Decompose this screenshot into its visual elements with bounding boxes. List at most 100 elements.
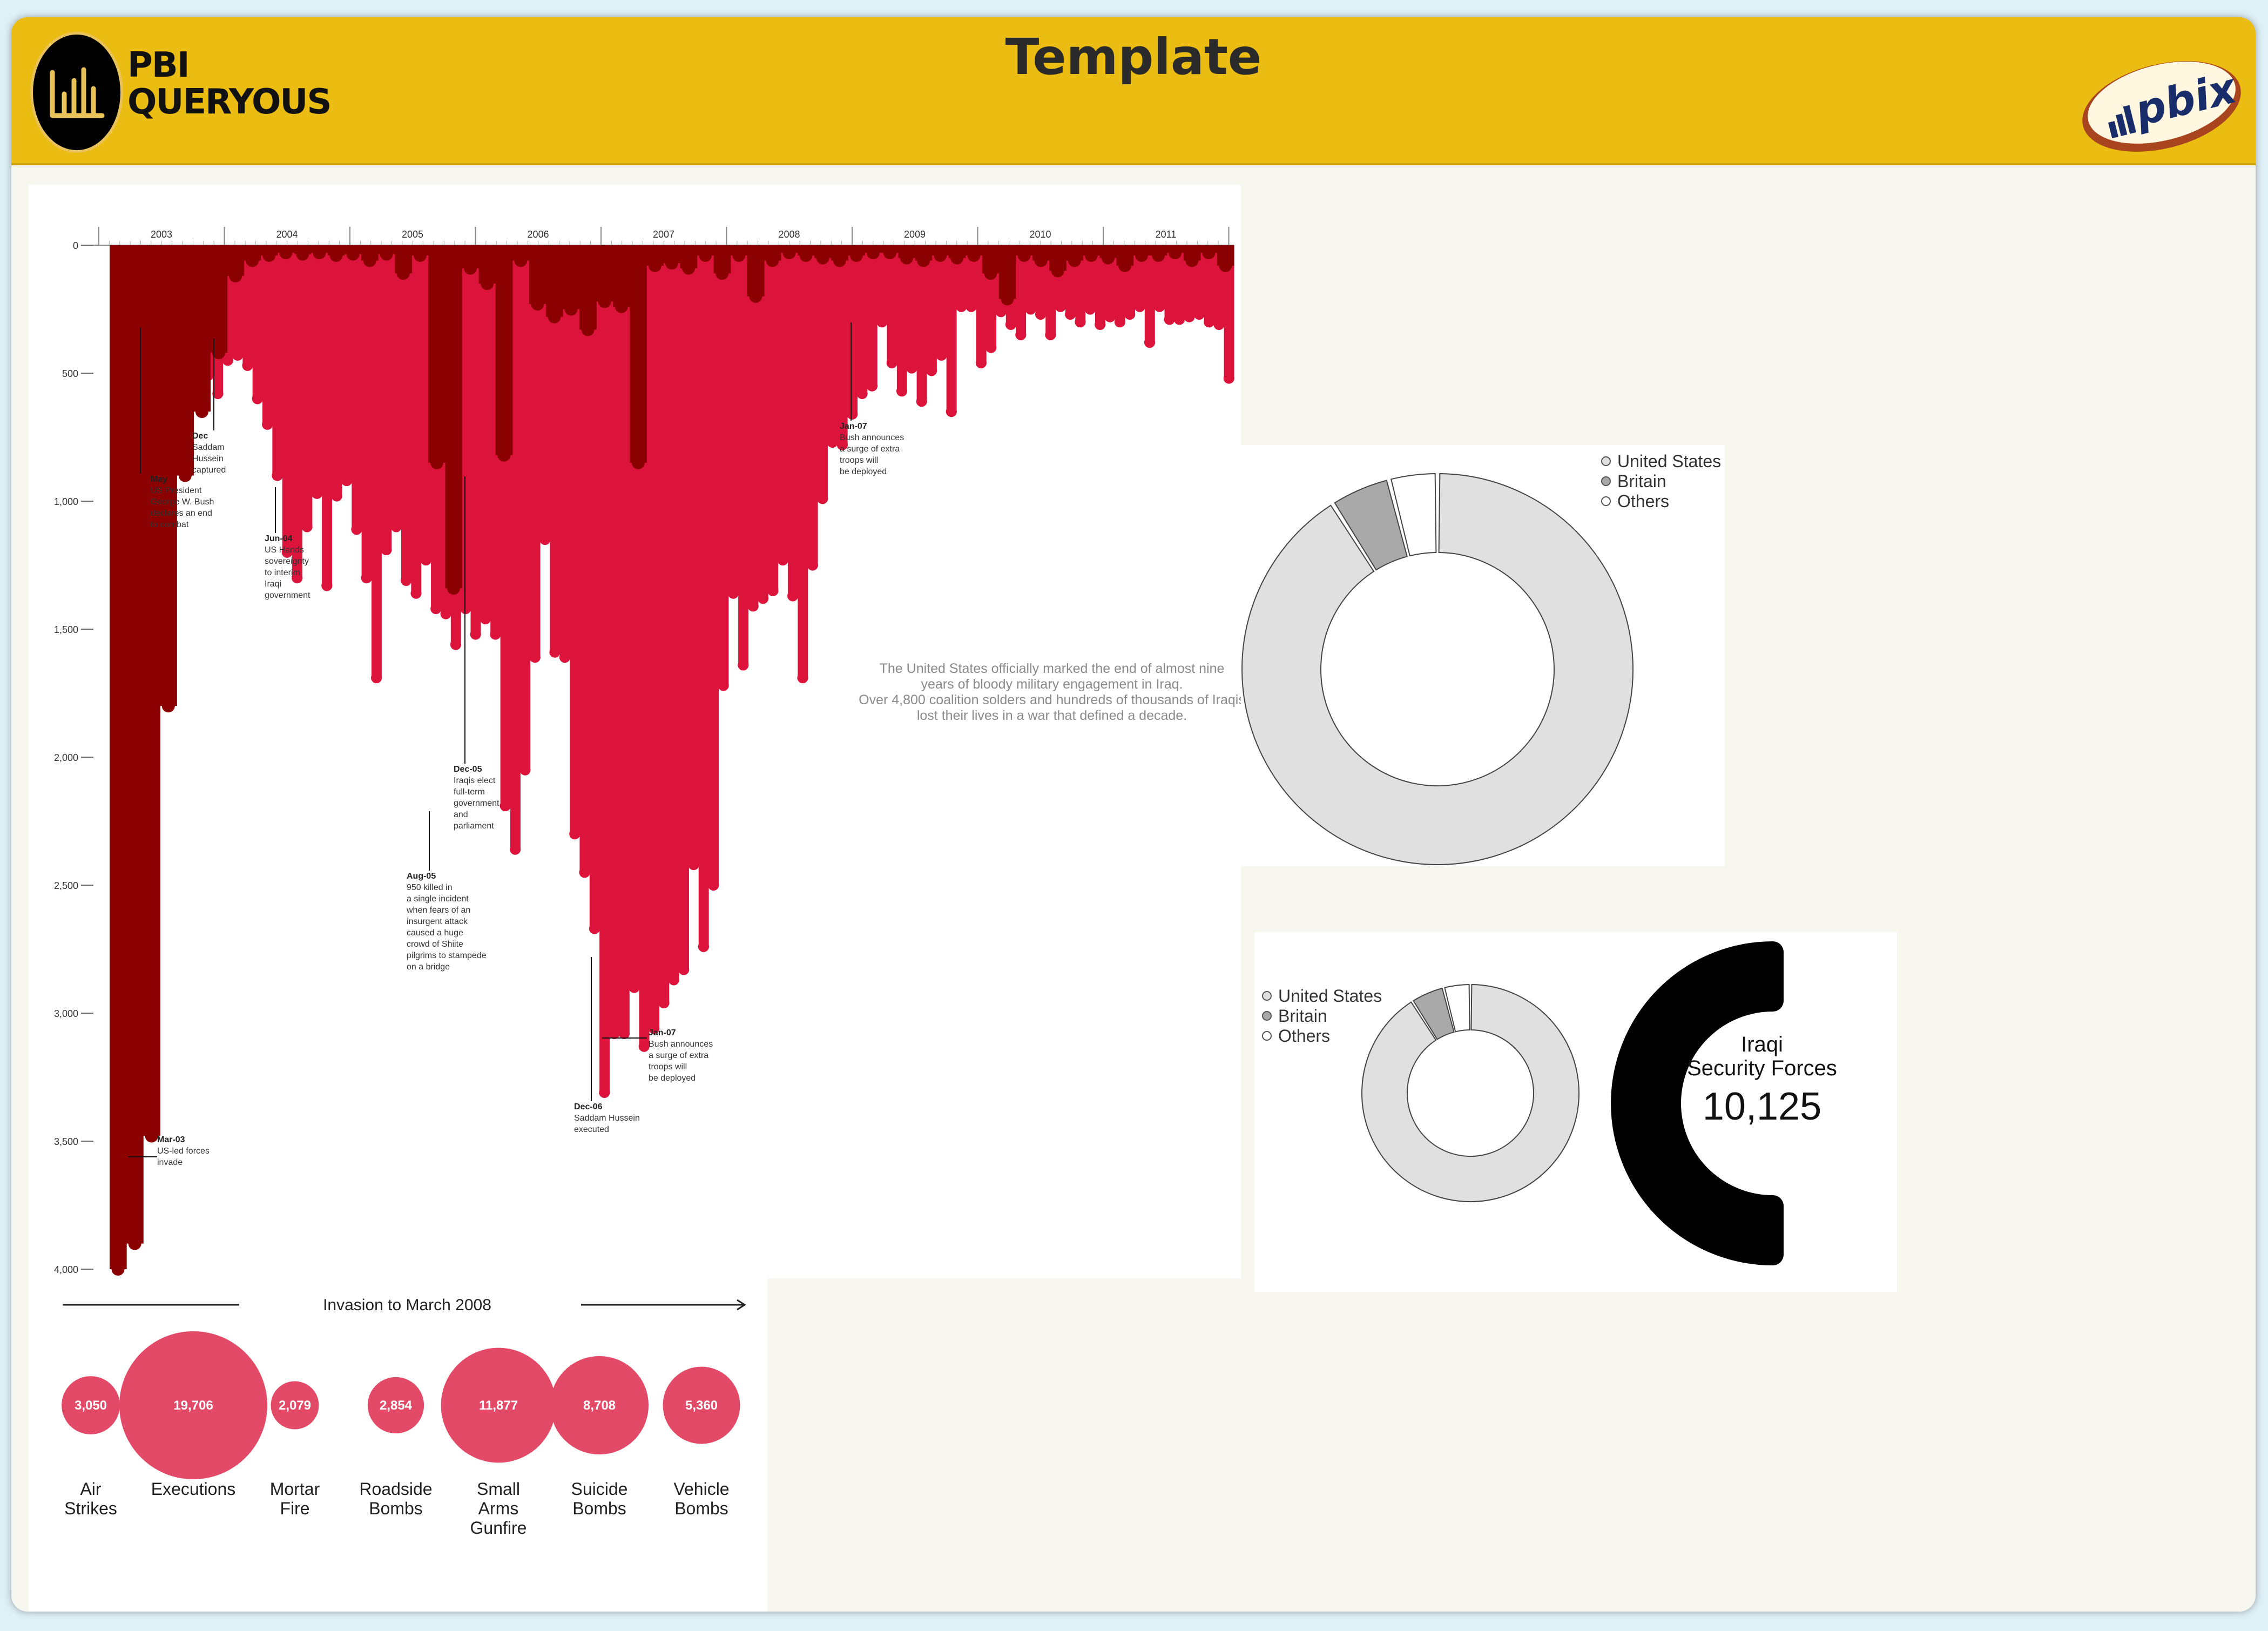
- casualty-bar-iraqi: [758, 245, 768, 599]
- legend-item-united-states[interactable]: United States: [1600, 451, 1721, 471]
- casualty-bar-iraqi: [1224, 245, 1234, 379]
- bubble-roadside-bombs[interactable]: [367, 1377, 424, 1434]
- casualty-bar-coalition-drop: [514, 254, 528, 267]
- annotation-text: George W. Bush: [151, 497, 214, 507]
- legend-coalition-small: United States Britain Others: [1261, 986, 1382, 1046]
- annotation-date: Dec-06: [574, 1102, 603, 1111]
- donut-slice-britain[interactable]: [1412, 987, 1455, 1040]
- bubble-vehicle-bombs[interactable]: [663, 1366, 740, 1444]
- casualty-bar-iraqi: [292, 245, 303, 578]
- annotation-text: government: [454, 799, 500, 808]
- annotation-date: Dec: [192, 432, 208, 441]
- bubble-suicide-bombs[interactable]: [550, 1356, 649, 1455]
- casualty-bar-coalition-drop: [497, 448, 511, 462]
- casualty-bar-iraqi: [510, 245, 521, 850]
- legend-label: Others: [1617, 491, 1670, 511]
- annotation-text: a surge of extra: [840, 444, 900, 454]
- donut-slice-united-states[interactable]: [1361, 983, 1580, 1202]
- bubble-value-label: 2,854: [380, 1398, 413, 1413]
- bubble-category-word: Roadside: [359, 1479, 433, 1499]
- casualty-bar-iraqi-drop: [500, 800, 511, 812]
- casualty-bar-iraqi-drop: [420, 554, 431, 566]
- casualty-bar-coalition-drop: [967, 248, 981, 262]
- legend-item-united-states[interactable]: United States: [1261, 986, 1382, 1006]
- donut-slice-britain[interactable]: [1334, 480, 1408, 571]
- annotation-text: a single incident: [407, 894, 469, 904]
- casualty-bar-coalition-drop: [950, 251, 964, 265]
- casualty-bar-iraqi-drop: [410, 588, 422, 599]
- casualty-bar-iraqi-drop: [797, 672, 808, 684]
- donut-slice-others[interactable]: [1444, 984, 1470, 1033]
- casualty-bar-iraqi-drop: [510, 844, 521, 855]
- casualty-bar-iraqi-drop: [688, 859, 699, 871]
- bubble-category-label: Air Strikes: [45, 1479, 137, 1518]
- bubble-executions[interactable]: [119, 1331, 267, 1479]
- annotation-text: crowd of Shiite: [407, 940, 463, 949]
- casualty-bar-coalition-drop: [346, 247, 360, 261]
- casualty-bar-iraqi-drop: [807, 560, 818, 571]
- legend-item-others[interactable]: Others: [1600, 491, 1721, 511]
- bubble-air-strikes[interactable]: [62, 1376, 120, 1434]
- casualty-bar-iraqi-drop: [1204, 316, 1215, 328]
- page-title: Template: [1005, 28, 1262, 86]
- casualty-bar-coalition-drop: [178, 469, 192, 482]
- casualty-bar-coalition-drop: [900, 251, 914, 265]
- coalition-donut-chart: [1241, 473, 1634, 865]
- casualty-bar-iraqi-drop: [460, 603, 471, 615]
- casualty-bar-coalition-drop: [564, 302, 578, 316]
- casualty-bar-coalition-drop: [246, 254, 259, 267]
- annotation-jan-07: Jan-07 Bush announces a surge of extra troo…: [840, 421, 904, 477]
- legend-item-britain[interactable]: Britain: [1600, 471, 1721, 491]
- casualty-bar-iraqi-drop: [311, 488, 323, 499]
- casualty-bar-iraqi-drop: [569, 828, 580, 840]
- casualty-bar-coalition-drop: [296, 247, 309, 261]
- casualty-bar-coalition-drop: [816, 251, 829, 265]
- annotation-dec-05: Dec-05 Iraqis elect full-term government and…: [454, 764, 500, 832]
- casualty-bar-iraqi-drop: [430, 603, 442, 615]
- casualty-bar-iraqi: [896, 245, 907, 392]
- casualty-bar-iraqi: [698, 245, 709, 947]
- logo-icon: [30, 32, 123, 153]
- casualty-bar-coalition: [177, 245, 194, 476]
- casualty-bar-coalition-drop: [195, 405, 208, 419]
- casualty-bar-iraqi-drop: [1223, 373, 1234, 384]
- casualty-bar-iraqi-drop: [252, 393, 263, 405]
- casualty-bar-coalition: [563, 245, 580, 309]
- bubble-mortar-fire[interactable]: [271, 1381, 319, 1430]
- casualty-bar-iraqi: [361, 245, 372, 578]
- bubble-category-label: Mortar Fire: [249, 1479, 341, 1518]
- casualty-bar-iraqi: [659, 245, 670, 1003]
- casualty-bar-coalition-drop: [1084, 248, 1098, 262]
- casualty-bar-coalition-drop: [1068, 254, 1081, 267]
- casualty-bar-coalition-drop: [430, 456, 443, 469]
- casualty-bar-coalition-drop: [917, 254, 930, 267]
- casualty-bar-coalition-drop: [531, 298, 544, 311]
- legend-label: United States: [1617, 451, 1722, 471]
- legend-coalition: United States Britain Others: [1600, 451, 1721, 511]
- casualty-bar-iraqi: [470, 245, 481, 635]
- donut-slice-united-states[interactable]: [1241, 473, 1634, 865]
- casualty-bar-iraqi-drop: [629, 982, 640, 993]
- casualty-bar-iraqi-drop: [281, 547, 293, 558]
- casualty-bar-iraqi: [282, 245, 293, 552]
- casualty-bar-iraqi-drop: [559, 652, 570, 663]
- casualty-bar-iraqi: [391, 245, 402, 527]
- casualty-bar-coalition-drop: [1118, 259, 1132, 272]
- casualty-bar-iraqi-drop: [341, 475, 353, 487]
- bubble-panel: Invasion to March 2008 3,050 19,706 2,079 2…: [29, 1278, 767, 1612]
- casualty-bar-iraqi: [768, 245, 779, 591]
- casualty-bar-iraqi: [550, 245, 561, 652]
- bubble-small-arms-gunfire[interactable]: [441, 1347, 556, 1463]
- casualty-bar-coalition-drop: [111, 1263, 125, 1276]
- casualty-bar-coalition: [445, 245, 463, 589]
- annotation-text: caused a huge: [407, 928, 463, 938]
- x-axis-year-label: 2008: [778, 229, 800, 240]
- legend-item-others[interactable]: Others: [1261, 1026, 1382, 1046]
- casualties-chart-panel: 2003 2004 2005 2006 2007 2008 2009 2010 2011 0 500…: [29, 185, 1245, 1278]
- legend-item-britain[interactable]: Britain: [1261, 1006, 1382, 1026]
- donut-slice-others[interactable]: [1390, 473, 1437, 557]
- bubble-value-label: 3,050: [75, 1398, 107, 1413]
- casualty-bar-iraqi: [312, 245, 322, 494]
- casualty-bar-iraqi-drop: [232, 349, 244, 361]
- casualty-bar-iraqi: [520, 245, 531, 770]
